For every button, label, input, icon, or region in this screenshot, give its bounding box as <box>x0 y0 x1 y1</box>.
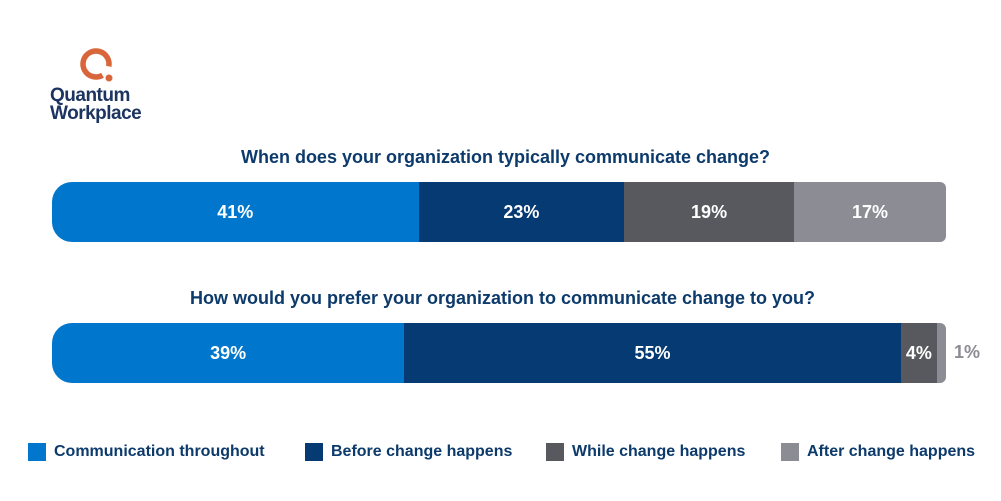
data-label: 17% <box>851 201 888 222</box>
legend-label: While change happens <box>572 443 746 460</box>
data-label: 41% <box>217 201 254 222</box>
bar-segment-after-change-happens <box>936 323 946 383</box>
legend-item: After change happens <box>781 443 975 461</box>
bar-segment-communication-throughout: 39% <box>52 323 405 383</box>
logo-text-line1: Quantum <box>50 85 130 106</box>
legend-swatch <box>781 443 799 461</box>
legend-label: Communication throughout <box>54 443 265 460</box>
bar-segment-before-change-happens: 55% <box>404 323 901 383</box>
legend-label: After change happens <box>807 443 976 460</box>
legend-swatch <box>305 443 323 461</box>
data-label: 39% <box>210 342 247 363</box>
chart-2-title: How would you prefer your organization t… <box>189 288 816 308</box>
legend-label: Before change happens <box>331 443 513 460</box>
data-label: 1% <box>954 342 981 362</box>
legend-swatch <box>28 443 46 461</box>
legend-item: Before change happens <box>305 443 512 461</box>
data-label: 19% <box>691 201 728 222</box>
data-label: 4% <box>905 342 932 363</box>
bar-segment-while-change-happens: 19% <box>624 182 794 242</box>
legend-item: Communication throughout <box>28 443 265 461</box>
bar-segment-after-change-happens: 17% <box>794 182 946 242</box>
logo-icon <box>80 48 113 82</box>
legend-item: While change happens <box>546 443 745 461</box>
legend: Communication throughout Before change ha… <box>28 443 1001 465</box>
chart-1-title: When does your organization typically co… <box>240 147 771 167</box>
legend-swatch <box>546 443 564 461</box>
data-label: 23% <box>503 201 540 222</box>
chart-1-bar: 41% 23% 19% 17% <box>52 182 946 242</box>
bar-segment-before-change-happens: 23% <box>418 182 625 242</box>
chart-2-bar: 39% 55% 4% <box>52 323 946 383</box>
data-label: 55% <box>634 342 671 363</box>
bar-segment-while-change-happens: 4% <box>900 323 937 383</box>
logo-text-line2: Workplace <box>50 103 142 124</box>
bar-segment-communication-throughout: 41% <box>52 182 419 242</box>
